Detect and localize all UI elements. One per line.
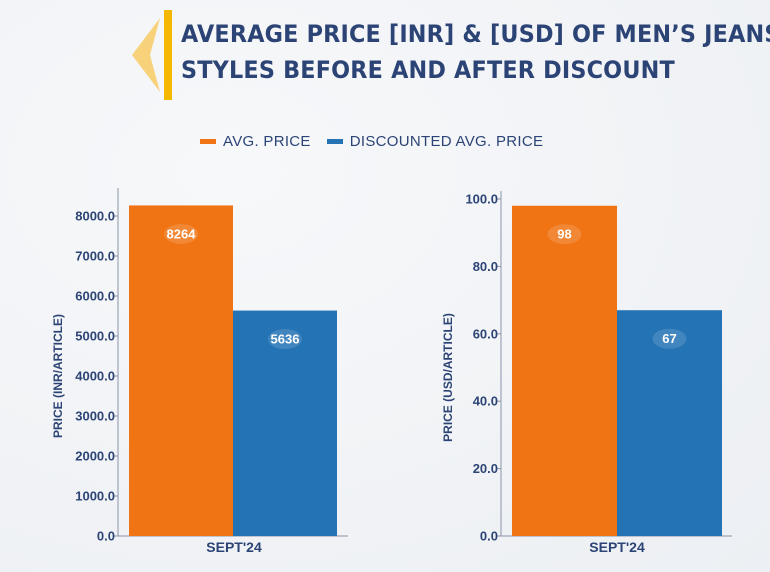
chart-1-y-tick-label: 7000.0	[75, 249, 115, 264]
chart-2-data-label-bg	[547, 224, 582, 245]
chart-1-y-tick-label: 6000.0	[75, 289, 115, 304]
chart-1-y-tick-label: 4000.0	[75, 369, 115, 384]
chart-1-y-tick-label: 5000.0	[75, 329, 115, 344]
legend-item-avg-price: AVG. PRICE	[200, 133, 311, 150]
chart-2-data-label: 67	[662, 331, 676, 346]
legend: AVG. PRICE DISCOUNTED AVG. PRICE	[200, 131, 559, 151]
chart-1-data-label-bg	[164, 223, 198, 244]
legend-label-avg-price: AVG. PRICE	[223, 132, 311, 150]
chart-1-x-tick-label: SEPT'24	[206, 539, 262, 555]
chart-1-y-tick-label: 8000.0	[75, 209, 115, 224]
chart-2-bar-discounted-avg-price	[617, 310, 722, 536]
chart-2-x-tick-label: SEPT'24	[589, 539, 645, 555]
chart-2-y-tick-label: 80.0	[473, 259, 498, 274]
chart-1-data-label: 8264	[167, 226, 197, 241]
chart-2-y-tick-label: 100.0	[465, 192, 498, 207]
chart-1-y-tick-label: 0.0	[97, 529, 115, 544]
legend-label-discounted-avg-price: DISCOUNTED AVG. PRICE	[349, 132, 544, 150]
chart-2-y-axis-title: PRICE (USD/ARTICLE)	[441, 313, 455, 442]
chart-2-y-tick-label: 20.0	[473, 461, 498, 476]
chart-1-bar-discounted-avg-price	[233, 310, 337, 536]
page-title: AVERAGE PRICE [INR] & [USD] OF MEN’S JEA…	[181, 16, 770, 88]
chart-1-y-tick-label: 2000.0	[75, 449, 115, 464]
chart-2-y-tick-label: 0.0	[480, 529, 498, 544]
title-line-2: STYLES BEFORE AND AFTER DISCOUNT	[181, 56, 675, 84]
chart-1-data-label-bg	[268, 329, 302, 350]
chart-1-data-label: 5636	[271, 332, 300, 347]
legend-swatch-avg-price	[200, 138, 216, 144]
legend-swatch-discounted-avg-price	[326, 138, 343, 144]
title-line-1: AVERAGE PRICE [INR] & [USD] OF MEN’S JEA…	[181, 20, 770, 48]
chart-1-y-tick-label: 3000.0	[75, 409, 115, 424]
brand-logo-icon	[132, 10, 172, 100]
chart-1-y-tick-label: 1000.0	[75, 489, 115, 504]
chart-1-bar-avg-price	[129, 205, 233, 536]
chart-2-y-tick-label: 60.0	[473, 326, 498, 341]
chart-2-bar-avg-price	[512, 205, 617, 537]
chart-1-y-axis-title: PRICE (INR/ARTICLE)	[51, 314, 65, 438]
chart-2-y-tick-label: 40.0	[473, 394, 498, 409]
chart-2-data-label: 98	[557, 227, 571, 242]
chart-2-data-label-bg	[652, 328, 687, 349]
legend-item-discounted-avg-price: DISCOUNTED AVG. PRICE	[326, 132, 544, 150]
